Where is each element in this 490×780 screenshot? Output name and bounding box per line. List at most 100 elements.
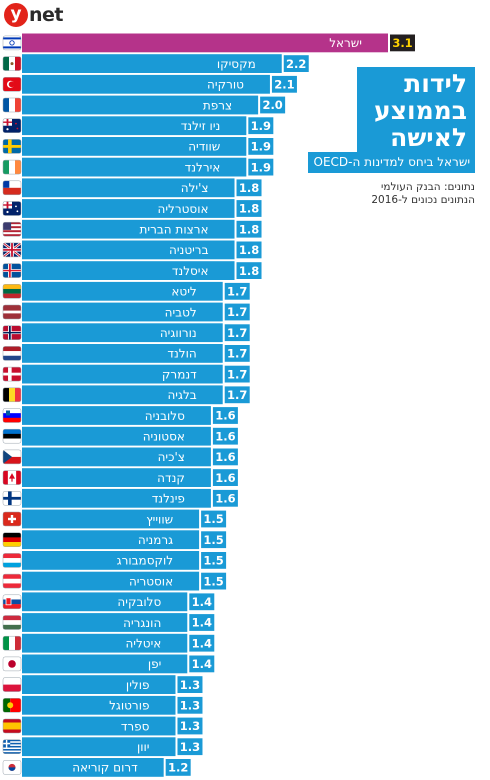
bar-24: [22, 530, 200, 550]
flag-switzerland-icon: [3, 512, 21, 526]
value-box-19: [212, 427, 238, 445]
flag-outline: [2, 325, 22, 340]
value-box-32: [177, 696, 203, 714]
value-box-31: [177, 676, 203, 693]
category-label-3: צרפת: [203, 98, 232, 112]
value-box-5: [248, 138, 274, 155]
flag-outline: [2, 573, 22, 589]
flag-latvia-icon: [3, 305, 21, 319]
value-box-10: [236, 241, 262, 259]
value-label-23: 1.5: [203, 512, 223, 526]
bar-7: [22, 178, 235, 198]
bar-35: [22, 758, 164, 777]
flag-outline: [2, 428, 22, 444]
flag-outline: [2, 139, 22, 154]
value-label-26: 1.5: [203, 574, 223, 588]
value-box-17: [224, 386, 250, 404]
flag-outline: [2, 760, 22, 775]
value-label-13: 1.7: [227, 305, 247, 319]
value-box-1: [283, 55, 309, 72]
flag-outline: [2, 615, 22, 630]
bar-27: [22, 592, 188, 612]
category-label-21: קנדה: [157, 471, 185, 485]
flag-outline: [2, 118, 22, 133]
value-box-15: [224, 345, 250, 362]
category-label-1: מקסיקו: [217, 57, 256, 71]
value-label-16: 1.7: [227, 367, 247, 381]
flag-spain-icon: [3, 719, 21, 733]
bar-34: [22, 737, 176, 757]
flag-outline: [2, 366, 22, 382]
flag-outline: [2, 159, 22, 175]
flag-outline: [2, 387, 22, 403]
flag-outline: [2, 656, 22, 672]
category-label-0: ישראל: [329, 36, 362, 50]
value-box-0: [390, 34, 415, 52]
category-label-13: לטביה: [165, 305, 197, 319]
category-label-28: הונגריה: [123, 616, 161, 630]
value-label-20: 1.6: [215, 450, 235, 464]
flag-outline: [2, 635, 22, 651]
flag-france-icon: [3, 98, 21, 112]
category-label-6: אירלנד: [185, 160, 221, 174]
value-label-15: 1.7: [227, 347, 247, 361]
category-label-8: אוסטרליה: [158, 202, 209, 216]
bar-1: [22, 54, 282, 73]
flag-outline: [2, 346, 22, 361]
category-label-26: אוסטריה: [129, 574, 173, 588]
value-box-12: [224, 282, 250, 300]
value-box-24: [201, 531, 227, 549]
value-label-29: 1.4: [192, 636, 212, 650]
bar-10: [22, 240, 235, 260]
value-box-30: [189, 655, 215, 673]
flag-chile-icon: [3, 180, 21, 195]
bar-6: [22, 157, 247, 177]
flag-outline: [2, 304, 22, 320]
category-label-33: ספרד: [121, 719, 150, 733]
value-label-11: 1.8: [239, 264, 259, 278]
value-box-18: [212, 407, 238, 424]
value-label-31: 1.3: [180, 678, 200, 692]
value-box-29: [189, 634, 215, 652]
flag-czechia-icon: [3, 449, 21, 464]
category-label-7: צ'ילה: [181, 181, 209, 195]
flag-slovenia-icon: [3, 408, 21, 423]
value-label-33: 1.3: [180, 719, 200, 733]
flag-poland-icon: [3, 677, 21, 692]
bar-2: [22, 74, 270, 94]
value-box-20: [212, 448, 238, 466]
flag-mexico-icon: [3, 56, 21, 71]
bar-25: [22, 551, 200, 570]
flag-outline: [2, 553, 22, 568]
bar-33: [22, 716, 176, 736]
flag-outline: [2, 56, 22, 71]
flag-new-zealand-icon: [3, 118, 21, 133]
bar-9: [22, 219, 235, 239]
logo-y: y: [4, 3, 28, 27]
bar-31: [22, 675, 176, 694]
value-box-16: [224, 365, 250, 383]
value-label-27: 1.4: [192, 595, 212, 609]
flag-lithuania-icon: [3, 284, 21, 299]
bar-17: [22, 385, 223, 405]
value-label-6: 1.9: [251, 160, 271, 174]
category-label-9: ארצות הברית: [140, 223, 209, 237]
source-line-1: נתונים: הבנק העולמי: [380, 181, 475, 193]
flag-australia-icon: [3, 201, 21, 216]
title-line-1: לידות: [404, 69, 467, 98]
flag-austria-icon: [3, 574, 21, 589]
value-label-9: 1.8: [239, 222, 259, 236]
category-label-14: נורווגיה: [160, 326, 197, 340]
flag-outline: [2, 180, 22, 196]
bar-16: [22, 364, 223, 384]
flag-outline: [2, 532, 22, 547]
category-label-16: דנמרק: [162, 367, 197, 381]
flag-iceland-icon: [3, 263, 21, 278]
flag-outline: [2, 718, 22, 734]
value-box-14: [224, 324, 250, 342]
chart-title: לידות בממוצע לאישה: [357, 67, 475, 156]
value-label-17: 1.7: [227, 388, 247, 402]
flag-italy-icon: [3, 636, 21, 651]
category-label-4: ניו זילנד: [181, 119, 221, 133]
value-label-34: 1.3: [180, 740, 200, 754]
